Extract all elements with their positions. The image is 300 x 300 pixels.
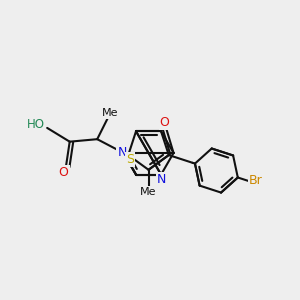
Text: Br: Br: [249, 174, 263, 187]
Text: N: N: [117, 146, 127, 159]
Text: N: N: [157, 173, 166, 186]
Text: HO: HO: [27, 118, 45, 131]
Text: O: O: [160, 116, 170, 129]
Text: Me: Me: [101, 108, 118, 118]
Text: O: O: [58, 166, 68, 179]
Text: S: S: [126, 153, 134, 166]
Text: Me: Me: [140, 187, 157, 197]
